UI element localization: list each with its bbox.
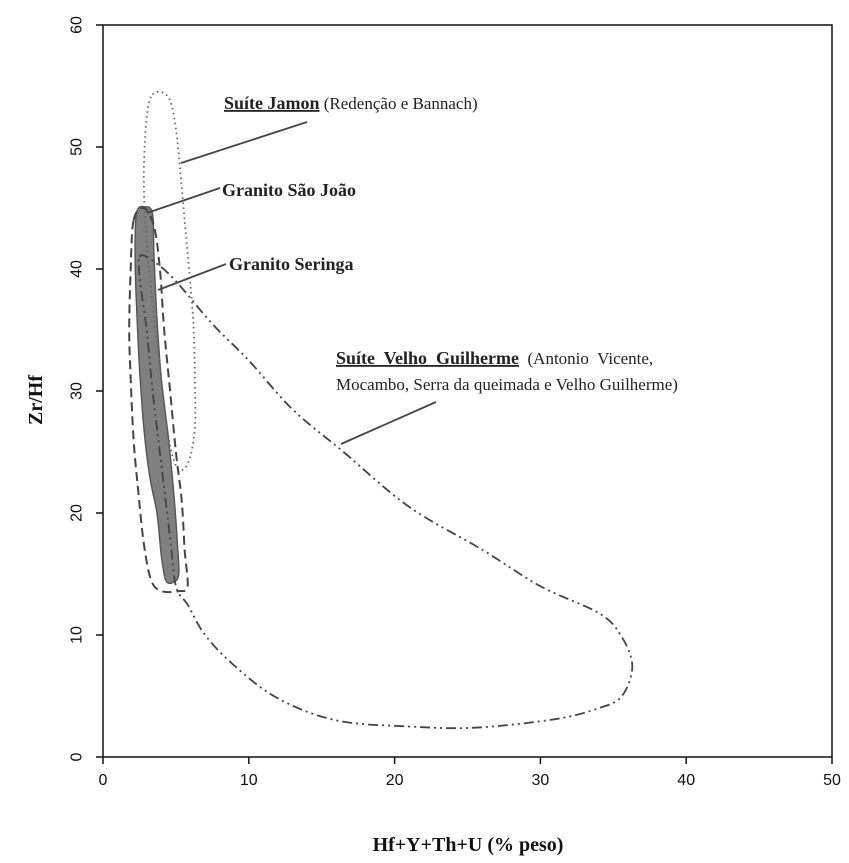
annotation-granito-seringa: Granito Seringa <box>229 254 354 274</box>
y-tick-label: 10 <box>69 626 86 644</box>
x-tick-label: 50 <box>823 772 841 789</box>
annotation-suite-velho-guilherme-line2: Mocambo, Serra da queimada e Velho Guilh… <box>336 375 678 394</box>
y-axis-title: Zr/Hf <box>25 375 47 425</box>
y-tick-label: 60 <box>69 16 86 34</box>
annotations: Suíte Jamon (Redenção e Bannach) Granito… <box>146 93 678 445</box>
annotation-suite-jamon-title: Suíte Jamon <box>224 93 320 113</box>
annotation-suite-velho-guilherme-detail: (Antonio Vicente, <box>519 349 653 368</box>
annotation-suite-velho-guilherme: Suíte Velho Guilherme (Antonio Vicente, <box>336 348 653 368</box>
y-tick-label: 30 <box>69 382 86 400</box>
leader-granito-seringa <box>157 263 227 291</box>
y-tick-label: 50 <box>69 138 86 156</box>
annotation-suite-jamon-detail: (Redenção e Bannach) <box>320 94 478 113</box>
x-tick-label: 20 <box>386 772 404 789</box>
x-tick-label: 40 <box>677 772 695 789</box>
x-axis-title: Hf+Y+Th+U (% peso) <box>373 834 564 856</box>
y-tick-label: 0 <box>69 752 86 761</box>
y-tick-label: 20 <box>69 504 86 522</box>
annotation-granito-sao-joao: Granito São João <box>222 180 356 200</box>
leader-granito-sao-joao <box>146 187 221 214</box>
x-tick-label: 10 <box>240 772 258 789</box>
plot-axes <box>96 24 833 764</box>
field-granito-sao-joao <box>134 205 180 585</box>
leader-suite-jamon <box>180 121 308 164</box>
field-suite-velho-guilherme <box>137 254 634 730</box>
annotation-suite-velho-guilherme-title: Suíte Velho Guilherme <box>336 348 519 368</box>
tick-labels: 0 10 20 30 40 50 0 10 20 30 40 50 60 <box>69 16 842 789</box>
x-tick-label: 0 <box>99 772 108 789</box>
field-outlines <box>128 90 634 730</box>
y-tick-label: 40 <box>69 260 86 278</box>
x-tick-label: 30 <box>532 772 550 789</box>
leader-suite-velho-guilherme <box>340 401 437 445</box>
annotation-suite-jamon: Suíte Jamon (Redenção e Bannach) <box>224 93 478 113</box>
field-granito-seringa <box>128 206 189 594</box>
field-suite-jamon <box>142 90 197 472</box>
